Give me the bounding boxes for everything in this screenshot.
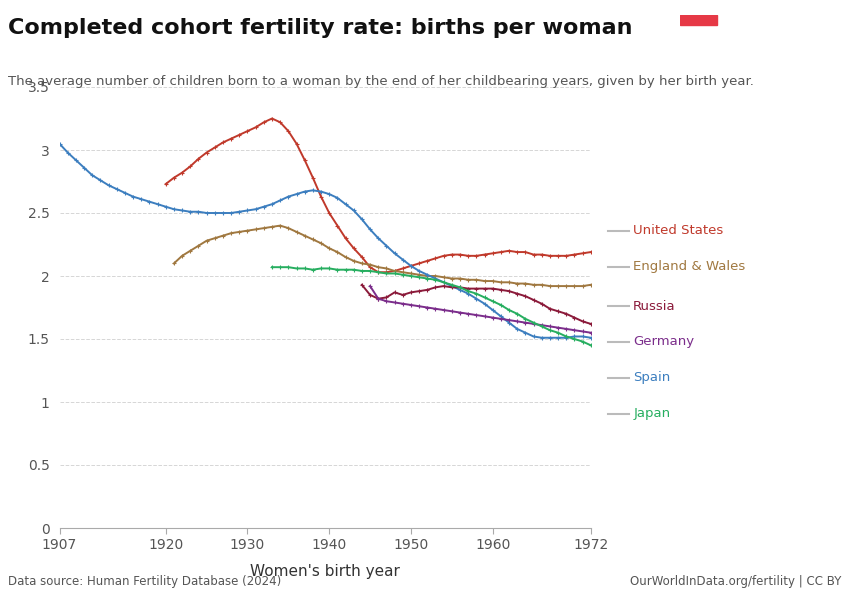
Text: Germany: Germany <box>633 335 694 349</box>
Bar <box>680 15 717 25</box>
Text: Spain: Spain <box>633 371 671 385</box>
Text: Data source: Human Fertility Database (2024): Data source: Human Fertility Database (2… <box>8 575 281 588</box>
Text: The average number of children born to a woman by the end of her childbearing ye: The average number of children born to a… <box>8 75 755 88</box>
Text: Japan: Japan <box>633 407 671 421</box>
Text: Our World
in Data: Our World in Data <box>714 36 778 60</box>
X-axis label: Women's birth year: Women's birth year <box>250 563 400 578</box>
Text: England & Wales: England & Wales <box>633 260 745 274</box>
Text: Russia: Russia <box>633 299 676 313</box>
Text: United States: United States <box>633 224 723 238</box>
Text: OurWorldInData.org/fertility | CC BY: OurWorldInData.org/fertility | CC BY <box>630 575 842 588</box>
Text: Completed cohort fertility rate: births per woman: Completed cohort fertility rate: births … <box>8 18 633 38</box>
